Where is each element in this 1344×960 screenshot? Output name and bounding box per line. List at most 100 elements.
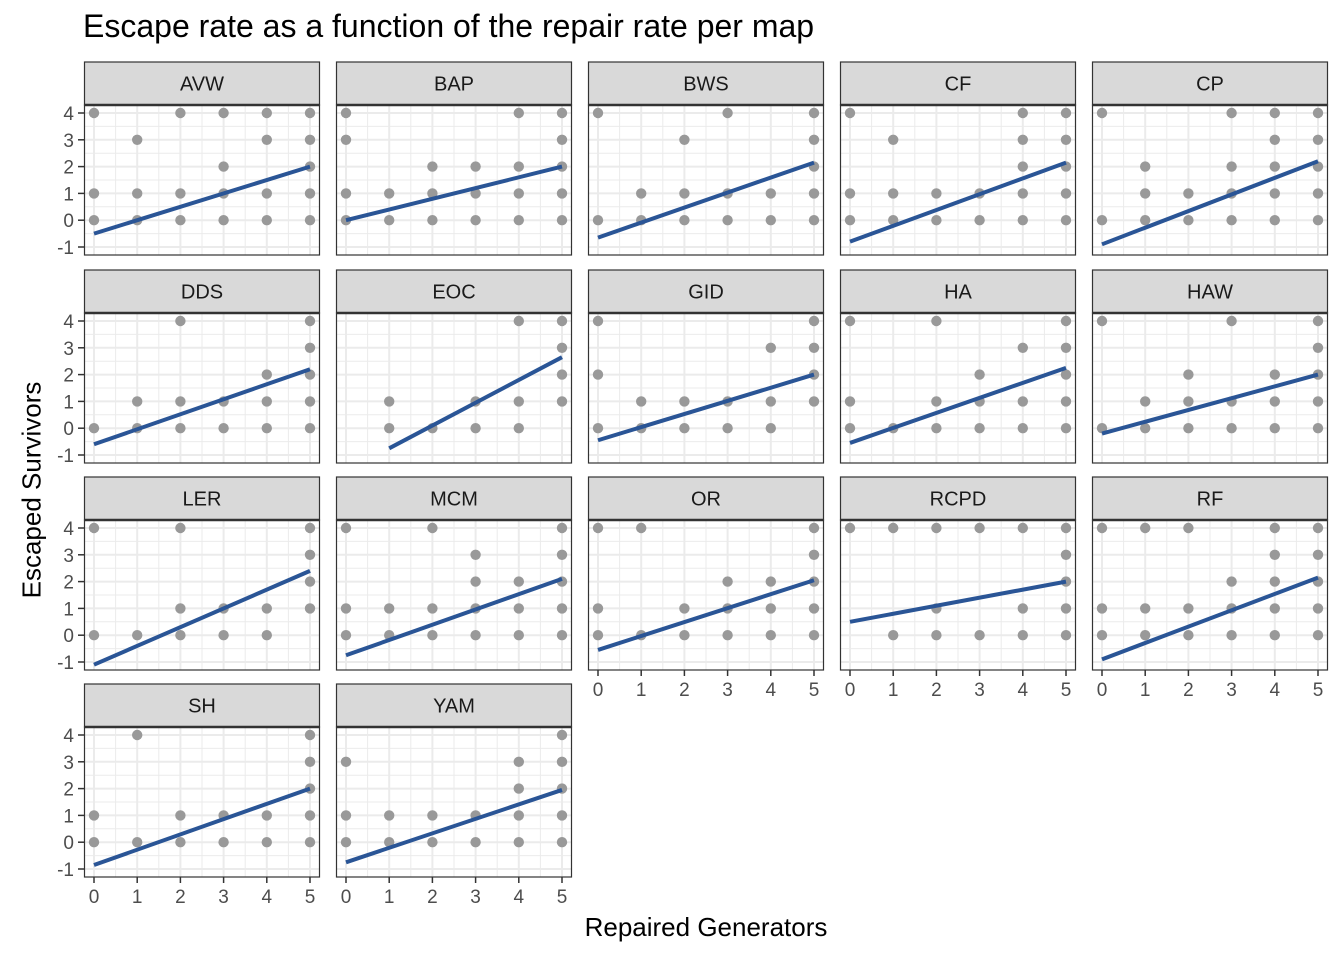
fit-line [1101,575,1319,662]
facet-panel-gid: GID [587,269,825,464]
data-point [808,342,820,353]
data-point [304,134,316,145]
data-point [1312,215,1324,226]
data-point [132,837,143,848]
data-point [1060,188,1072,199]
data-point [556,188,568,199]
data-point [513,810,524,821]
data-point [808,107,820,119]
data-point [88,215,100,226]
data-point [88,107,100,119]
fit-line [93,367,311,447]
data-point [1312,549,1324,560]
data-point [261,215,272,226]
data-point [1312,315,1324,327]
facet-label: SH [188,696,216,718]
data-point [974,215,985,226]
fit-line [345,164,563,223]
data-point [175,423,186,434]
data-point [1183,396,1194,407]
y-tick-label: 4 [63,726,74,747]
facet-label: LER [183,489,222,511]
data-point [340,188,352,199]
y-tick-label: 3 [63,546,74,567]
data-point [808,603,820,614]
data-point [261,188,272,199]
data-point [1269,549,1281,560]
data-point [1096,522,1108,534]
data-point [304,396,316,407]
data-point [218,161,229,172]
facet-label: AVW [180,74,224,96]
x-tick-label: 5 [1061,680,1072,701]
data-point [1017,342,1028,353]
facet-label: CF [945,74,972,96]
data-point [679,396,690,407]
data-point [1312,396,1324,407]
facet-label: YAM [433,696,475,718]
x-tick-label: 3 [974,680,985,701]
data-point [592,522,604,534]
data-point [304,837,316,848]
data-point [808,630,820,641]
data-point [513,107,524,119]
data-point [765,188,776,199]
data-point [304,315,316,327]
facet-panel-yam: YAM 0 1 2 3 4 5 [335,683,573,908]
data-point [513,215,524,226]
data-point [888,630,899,641]
facet-strip [83,476,321,521]
data-point [1096,215,1108,226]
data-point [1140,396,1151,407]
data-point [765,215,776,226]
data-point [340,603,352,614]
data-point [844,396,856,407]
data-point [427,837,438,848]
data-point [88,522,100,534]
facet-label: DDS [181,282,223,304]
data-point [261,630,272,641]
data-point [261,396,272,407]
data-point [1226,630,1237,641]
facet-panel-bap: BAP [335,61,573,256]
data-point [304,188,316,199]
data-point [261,837,272,848]
fit-line [345,788,563,865]
data-point [974,630,985,641]
data-point [513,188,524,199]
x-tick-label: 3 [470,887,481,908]
data-point [218,630,229,641]
data-point [513,630,524,641]
data-point [556,342,568,353]
data-point [88,423,100,434]
data-point [1269,603,1281,614]
facet-strip [1091,269,1329,314]
data-point [1017,107,1028,119]
y-tick-label: 0 [63,211,74,232]
data-point [88,630,100,641]
data-point [1269,576,1281,587]
fit-line [849,160,1067,244]
data-point [1060,134,1072,145]
facet-label: RF [1197,489,1224,511]
data-point [513,783,524,794]
data-point [384,603,395,614]
x-tick-label: 5 [305,887,316,908]
data-point [304,549,316,560]
data-point [1017,161,1028,172]
x-tick-label: 0 [593,680,604,701]
data-point [556,756,568,767]
data-point [1269,107,1281,119]
data-point [88,837,100,848]
facet-panel-rcpd: RCPD 0 1 2 3 4 5 [839,476,1077,701]
data-point [340,837,352,848]
facet-label: MCM [430,489,478,511]
data-point [1096,315,1108,327]
data-point [340,522,352,534]
data-point [722,423,733,434]
x-tick-label: 3 [722,680,733,701]
data-point [636,188,647,199]
data-point [340,756,352,767]
data-point [1140,215,1151,226]
